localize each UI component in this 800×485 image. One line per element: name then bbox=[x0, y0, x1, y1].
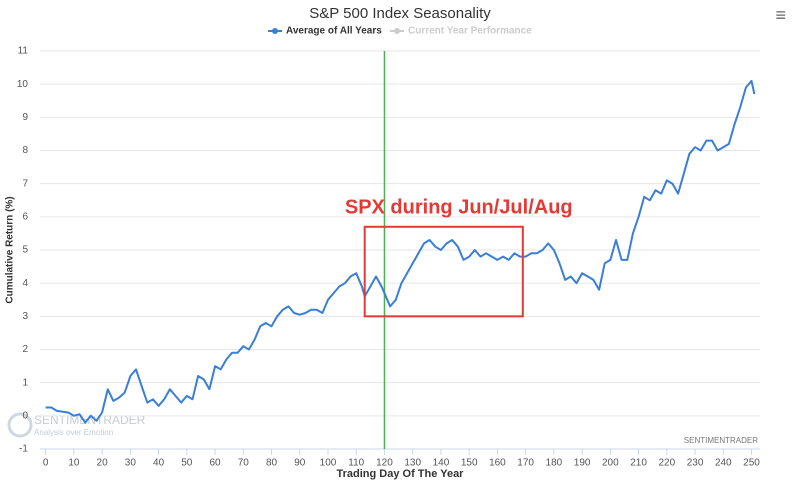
x-tick-label: 210 bbox=[630, 458, 647, 469]
y-tick-label: 4 bbox=[22, 278, 28, 289]
x-tick-label: 130 bbox=[404, 458, 421, 469]
x-tick-label: 170 bbox=[517, 458, 534, 469]
x-tick-label: 110 bbox=[348, 458, 364, 469]
logo-text: SENTIMENTRADER bbox=[34, 413, 146, 427]
annotation-text: SPX during Jun/Jul/Aug bbox=[345, 196, 573, 218]
legend-marker bbox=[394, 28, 400, 34]
x-tick-label: 220 bbox=[658, 458, 675, 469]
x-tick-label: 160 bbox=[489, 458, 506, 469]
x-tick-label: 120 bbox=[376, 458, 393, 469]
x-tick-label: 230 bbox=[687, 458, 704, 469]
y-tick-label: 7 bbox=[22, 178, 28, 189]
x-tick-label: 100 bbox=[320, 458, 337, 469]
logo-subtext: Analysis over Emotion bbox=[34, 428, 113, 437]
y-tick-label: 10 bbox=[17, 79, 29, 90]
legend-label: Current Year Performance bbox=[408, 26, 532, 37]
x-tick-label: 40 bbox=[153, 458, 165, 469]
logo-icon bbox=[7, 412, 33, 438]
x-tick-label: 10 bbox=[68, 458, 80, 469]
y-axis-label: Cumulative Return (%) bbox=[5, 196, 16, 303]
x-tick-label: 60 bbox=[209, 458, 221, 469]
x-tick-label: 50 bbox=[181, 458, 193, 469]
annotation-box bbox=[363, 225, 524, 318]
menu-icon[interactable]: ≡ bbox=[775, 5, 786, 25]
x-tick-label: 70 bbox=[238, 458, 250, 469]
x-tick-label: 180 bbox=[546, 458, 563, 469]
y-tick-label: 11 bbox=[18, 46, 29, 57]
y-tick-label: 3 bbox=[22, 311, 28, 322]
chart-title: S&P 500 Index Seasonality bbox=[309, 5, 491, 22]
x-tick-label: 30 bbox=[125, 458, 137, 469]
legend-marker bbox=[272, 28, 278, 34]
x-tick-label: 80 bbox=[266, 458, 278, 469]
y-tick-label: 8 bbox=[22, 145, 28, 156]
x-tick-label: 140 bbox=[433, 458, 450, 469]
x-tick-label: 250 bbox=[743, 458, 760, 469]
x-tick-label: 20 bbox=[97, 458, 109, 469]
line-series bbox=[45, 79, 756, 424]
legend-label[interactable]: Average of All Years bbox=[286, 26, 382, 37]
y-tick-label: 1 bbox=[22, 377, 28, 388]
x-axis-label: Trading Day Of The Year bbox=[337, 468, 465, 480]
y-tick-label: 0 bbox=[22, 410, 28, 421]
x-tick-label: 150 bbox=[461, 458, 478, 469]
x-tick-label: 0 bbox=[43, 458, 49, 469]
x-tick-label: 200 bbox=[602, 458, 619, 469]
x-tick-label: 190 bbox=[574, 458, 591, 469]
y-tick-label: 2 bbox=[22, 344, 28, 355]
y-tick-label: 6 bbox=[22, 211, 28, 222]
y-tick-label: 5 bbox=[22, 245, 28, 256]
x-tick-label: 240 bbox=[715, 458, 732, 469]
watermark: SENTIMENTRADER bbox=[684, 436, 758, 445]
y-tick-label: -1 bbox=[19, 444, 28, 455]
x-tick-label: 90 bbox=[294, 458, 306, 469]
y-tick-label: 9 bbox=[22, 112, 28, 123]
